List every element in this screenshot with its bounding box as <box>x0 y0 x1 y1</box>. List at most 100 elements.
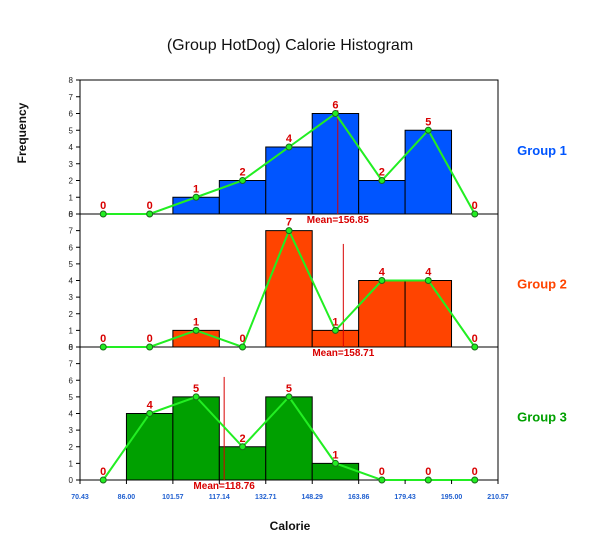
frequency-count-label: 5 <box>193 383 199 395</box>
histogram-bar <box>172 396 220 481</box>
group-label: Group 3 <box>517 410 567 425</box>
group-label: Group 1 <box>517 143 567 158</box>
frequency-count-label: 0 <box>472 466 478 478</box>
frequency-count-label: 4 <box>286 133 293 145</box>
y-tick-label: 8 <box>69 210 74 219</box>
x-tick-label: 132.71 <box>255 494 277 501</box>
mean-label: Mean=118.76 <box>193 481 255 492</box>
y-tick-label: 0 <box>69 476 74 485</box>
frequency-polygon-point <box>424 476 432 484</box>
y-tick-label: 7 <box>69 360 74 369</box>
frequency-count-label: 0 <box>147 333 153 345</box>
y-tick-label: 0 <box>69 343 74 352</box>
frequency-count-label: 1 <box>193 316 199 328</box>
frequency-polygon-point <box>99 476 107 484</box>
frequency-polygon-point <box>239 443 247 451</box>
y-tick-label: 4 <box>69 410 74 419</box>
x-tick-label: 70.43 <box>71 494 89 501</box>
x-tick-label: 86.00 <box>118 494 136 501</box>
frequency-polygon-point <box>192 326 200 334</box>
histogram-bar <box>125 413 174 481</box>
frequency-count-label: 2 <box>379 167 385 179</box>
group-label: Group 2 <box>517 277 567 292</box>
frequency-count-label: 5 <box>425 116 431 128</box>
frequency-count-label: 0 <box>472 200 478 212</box>
frequency-polygon-point <box>424 126 432 134</box>
frequency-count-label: 2 <box>239 167 245 179</box>
frequency-polygon-point <box>192 193 200 201</box>
x-tick-label: 179.43 <box>394 494 416 501</box>
y-tick-label: 5 <box>69 393 74 402</box>
frequency-polygon-point <box>285 393 293 401</box>
histogram-bar <box>358 180 406 215</box>
frequency-polygon-point <box>378 177 386 184</box>
panels: 0 1 2 3 4 5 6 7 8 Mean=156.85 0 0 1 2 4 6 2 5 0 Group 1 0 1 2 3… <box>69 76 567 492</box>
frequency-polygon-point <box>239 343 247 351</box>
histogram-bar <box>404 280 453 348</box>
x-axis-ticks: 70.43 86.00 101.57 117.14 132.71 148.29 163.86… <box>71 480 509 501</box>
frequency-polygon-point <box>471 343 479 351</box>
frequency-count-label: 4 <box>379 267 386 279</box>
frequency-count-label: 0 <box>100 333 106 345</box>
frequency-count-label: 1 <box>332 316 338 328</box>
frequency-polygon-point <box>192 393 200 401</box>
frequency-count-label: 5 <box>286 383 292 395</box>
frequency-polygon-point <box>331 459 339 467</box>
mean-label: Mean=156.85 <box>307 215 369 226</box>
y-tick-label: 2 <box>69 443 74 452</box>
frequency-polygon-point <box>285 227 293 235</box>
histogram-bar <box>265 146 313 215</box>
x-axis-title: Calorie <box>270 519 311 533</box>
y-tick-label: 7 <box>69 227 74 236</box>
histogram-bar <box>265 396 313 481</box>
y-tick-label: 4 <box>69 143 74 152</box>
frequency-count-label: 0 <box>379 466 385 478</box>
frequency-polygon-point <box>471 476 479 484</box>
chart-title: (Group HotDog) Calorie Histogram <box>167 37 413 54</box>
y-tick-label: 3 <box>69 160 74 169</box>
y-tick-label: 8 <box>69 343 74 352</box>
y-tick-label: 1 <box>69 326 74 335</box>
y-tick-label: 5 <box>69 126 74 135</box>
histogram-bar <box>218 446 267 481</box>
frequency-polygon-point <box>239 177 247 184</box>
frequency-count-label: 2 <box>239 433 245 445</box>
y-tick-label: 6 <box>69 110 74 119</box>
y-tick-label: 4 <box>69 277 74 286</box>
y-tick-label: 6 <box>69 376 74 385</box>
frequency-polygon-point <box>146 410 154 417</box>
panel-3: 0 1 2 3 4 5 6 7 8 Mean=118.76 0 4 5 2 5 1 0 0 0 Group 3 <box>69 343 567 492</box>
y-tick-label: 8 <box>69 76 74 85</box>
frequency-polygon-point <box>331 110 339 117</box>
y-tick-label: 0 <box>69 210 74 219</box>
histogram-bar <box>265 230 313 348</box>
frequency-polygon-point <box>285 143 293 151</box>
x-tick-label: 163.86 <box>348 494 370 501</box>
frequency-polygon-point <box>146 210 154 218</box>
frequency-count-label: 4 <box>147 400 154 412</box>
frequency-count-label: 1 <box>193 183 199 195</box>
y-tick-label: 3 <box>69 426 74 435</box>
frequency-count-label: 0 <box>472 333 478 345</box>
x-tick-label: 101.57 <box>162 494 184 501</box>
frequency-count-label: 6 <box>332 100 338 112</box>
x-tick-label: 117.14 <box>209 494 230 501</box>
x-tick-label: 195.00 <box>441 494 463 501</box>
y-tick-label: 5 <box>69 260 74 269</box>
frequency-polygon-point <box>471 210 479 218</box>
y-tick-label: 2 <box>69 310 74 319</box>
y-tick-label: 2 <box>69 177 74 186</box>
histogram-bar <box>358 280 406 348</box>
frequency-polygon-point <box>331 326 339 334</box>
frequency-count-label: 0 <box>100 466 106 478</box>
mean-label: Mean=158.71 <box>312 348 374 359</box>
frequency-count-label: 0 <box>100 200 106 212</box>
histogram-bar <box>311 113 360 215</box>
y-axis-title: Frequency <box>15 102 29 163</box>
y-tick-label: 1 <box>69 459 74 468</box>
frequency-polygon-point <box>424 277 432 284</box>
frequency-count-label: 0 <box>425 466 431 478</box>
y-tick-label: 3 <box>69 293 74 302</box>
